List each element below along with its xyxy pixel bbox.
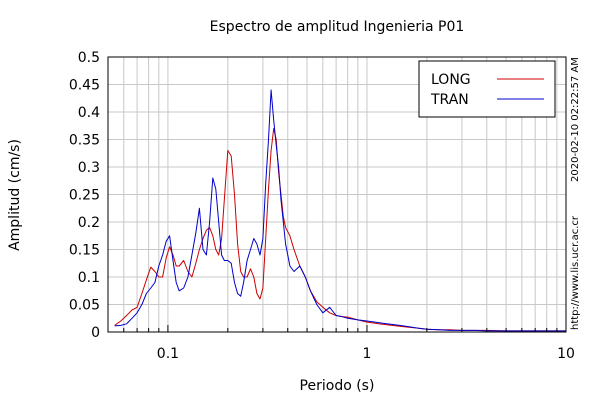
legend-label-long: LONG xyxy=(431,72,471,88)
timestamp-annotation: 2020-02-10 02:22:57 AM xyxy=(570,57,581,182)
chart-title: Espectro de amplitud Ingenieria P01 xyxy=(210,19,465,35)
y-tick-label: 0.15 xyxy=(69,243,100,259)
y-tick-label: 0.4 xyxy=(78,105,100,121)
y-tick-label: 0.1 xyxy=(78,270,100,286)
legend: LONG TRAN xyxy=(418,60,556,118)
series-layer xyxy=(114,89,566,332)
y-tick-label: 0.2 xyxy=(78,215,100,231)
legend-box xyxy=(418,60,556,118)
y-tick-label: 0.05 xyxy=(69,298,100,314)
y-axis-label: Amplitud (cm/s) xyxy=(7,139,23,251)
source-url-annotation: http://www.lis.ucr.ac.cr xyxy=(570,216,581,330)
y-tick-label: 0.25 xyxy=(69,188,100,204)
legend-label-tran: TRAN xyxy=(430,92,469,108)
series-line-long xyxy=(114,128,566,332)
x-tick-label: 1 xyxy=(362,346,371,362)
x-tick-label: 10 xyxy=(557,346,575,362)
grid-lines xyxy=(108,57,566,332)
y-tick-label: 0.5 xyxy=(78,50,100,66)
plot-frame xyxy=(107,56,567,333)
y-tick-label: 0.3 xyxy=(78,160,100,176)
y-tick-label: 0 xyxy=(91,325,100,341)
x-axis-label: Periodo (s) xyxy=(300,378,375,394)
y-tick-label: 0.35 xyxy=(69,133,100,149)
axis-ticks: 0 0.05 0.1 0.15 0.2 0.25 0.3 0.35 0.4 0.45 0.5 0.1 1… xyxy=(69,50,575,362)
series-line-tran xyxy=(114,89,566,332)
y-tick-label: 0.45 xyxy=(69,78,100,94)
x-tick-label: 0.1 xyxy=(157,346,179,362)
